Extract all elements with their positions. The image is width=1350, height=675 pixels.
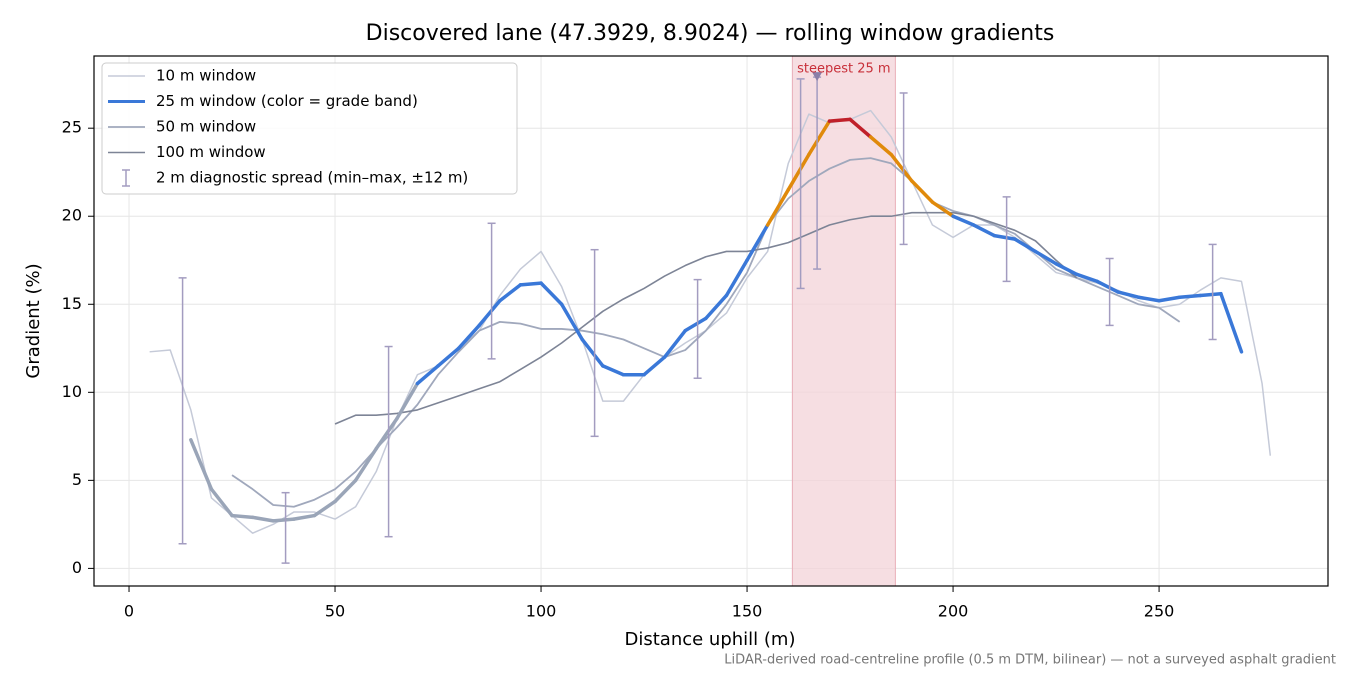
line-segment (230, 513, 255, 520)
y-tick-label: 5 (72, 470, 82, 489)
line-segment (395, 381, 420, 421)
x-tick-label: 200 (938, 602, 969, 621)
line-segment (477, 299, 502, 328)
footnote: LiDAR-derived road-centreline profile (0… (724, 653, 1336, 668)
line-segment (436, 346, 461, 368)
line-segment (827, 117, 852, 123)
y-tick-label: 0 (72, 558, 82, 577)
line-segment (580, 337, 605, 368)
line-segment (559, 302, 584, 342)
line-segment (292, 513, 317, 521)
line-segment (353, 446, 378, 483)
x-tick-label: 0 (124, 602, 134, 621)
legend: 10 m window 25 m window (color = grade ba… (101, 62, 518, 195)
line (149, 109, 1272, 534)
line-segment (498, 283, 523, 303)
line-segment (1177, 293, 1203, 299)
line-segment (951, 214, 976, 227)
x-tick-label: 150 (732, 602, 763, 621)
line-segment (250, 515, 275, 523)
line-segment (786, 152, 811, 192)
line-segment (1033, 249, 1058, 266)
chart-title: Discovered lane (47.3929, 8.9024) — roll… (366, 21, 1055, 46)
steepest-span (791, 55, 896, 587)
y-tick-label: 25 (62, 118, 82, 137)
line-segment (539, 281, 564, 307)
line-segment (848, 117, 873, 139)
line-segment (765, 188, 791, 227)
x-tick-label: 50 (325, 602, 345, 621)
line-segment (971, 223, 997, 238)
error-bar (590, 248, 599, 438)
line-segment (1157, 295, 1182, 303)
line-segment (889, 152, 914, 183)
line-segment (1013, 237, 1038, 254)
y-tick-label: 15 (62, 294, 82, 313)
legend-label: 25 m window (color = grade band) (156, 92, 418, 110)
error-bar (281, 491, 290, 564)
line-segment (807, 119, 832, 157)
line-segment (271, 517, 296, 523)
y-tick-label: 20 (62, 206, 82, 225)
line-segment (209, 487, 234, 518)
x-axis-label: Distance uphill (m) (625, 629, 796, 650)
error-bar (796, 78, 805, 290)
error-bar (1105, 257, 1114, 327)
line-segment (518, 281, 543, 287)
line-segment (312, 499, 337, 518)
plot-frame (93, 55, 1329, 587)
line (231, 157, 1181, 508)
error-bar (693, 278, 702, 379)
line (334, 211, 1078, 425)
y-axis-label: Gradient (%) (23, 263, 44, 378)
line-segment (992, 233, 1017, 241)
line-segment (704, 293, 729, 321)
legend-label: 2 m diagnostic spread (min–max, ±12 m) (156, 169, 468, 187)
line-segment (910, 179, 935, 204)
line-segment (1095, 279, 1120, 294)
legend-label: 50 m window (156, 118, 256, 136)
line-segment (662, 328, 687, 359)
error-bar (178, 277, 187, 545)
line-segment (1116, 290, 1141, 299)
x-tick-label: 250 (1144, 602, 1175, 621)
x-tick-label: 100 (526, 602, 557, 621)
line-segment (374, 416, 399, 451)
line-segment (456, 323, 481, 351)
line-segment (601, 364, 626, 377)
line-segment (1054, 262, 1079, 277)
line-segment (724, 258, 749, 298)
line-segment (1219, 291, 1244, 354)
annotation-marker (812, 72, 823, 82)
line-segment (745, 223, 770, 263)
error-bar (1208, 243, 1217, 341)
line-segment (415, 364, 440, 386)
line-segment (189, 438, 214, 491)
line-segment (1074, 272, 1100, 284)
line-segment (333, 478, 358, 504)
y-tick-label: 10 (62, 382, 82, 401)
error-bar (487, 222, 496, 360)
line-segment (1136, 295, 1161, 303)
line-segment (868, 135, 894, 157)
line-segment (1198, 291, 1223, 298)
line-segment (930, 200, 955, 218)
error-bar (1002, 196, 1011, 283)
legend-label: 100 m window (156, 143, 266, 161)
line-segment (683, 316, 708, 333)
error-bar (899, 92, 908, 246)
legend-label: 10 m window (156, 67, 256, 85)
annotation-text: steepest 25 m (797, 62, 890, 77)
error-bar (384, 345, 393, 538)
line-segment (642, 355, 667, 377)
legend-box (101, 62, 518, 195)
